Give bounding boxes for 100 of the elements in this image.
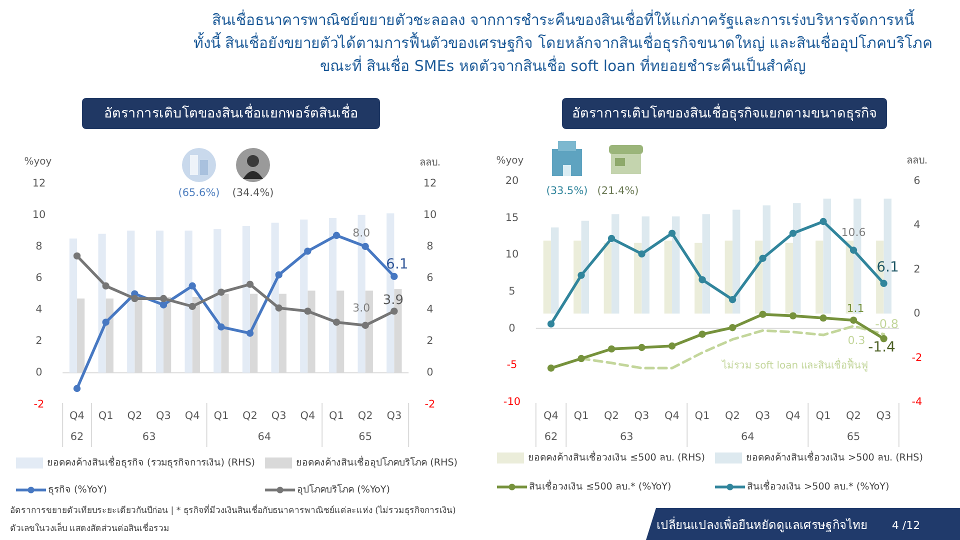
legend-label: สินเชื่อวงเงิน >500 ลบ.* (%YoY) [747, 480, 890, 492]
y-tick-label: 6 [36, 272, 43, 284]
point [73, 384, 81, 392]
legend-label: ยอดคงค้างสินเชื่อธุรกิจ (รวมธุรกิจการเงิน) (RHS) [47, 456, 256, 468]
x-tick-label: Q2 [604, 410, 619, 422]
point [608, 234, 616, 242]
y-tick-label: 10 [32, 208, 46, 221]
bar [300, 220, 308, 373]
bar [816, 240, 824, 314]
x-tick-label: Q1 [214, 410, 229, 422]
y-axis-title: %yoy [24, 156, 52, 168]
y-tick-label: 0 [508, 322, 516, 334]
legend-label: ยอดคงค้างสินเชื่อวงเงิน >500 ลบ. (RHS) [746, 450, 924, 464]
x-tick-label: Q4 [70, 410, 85, 422]
legend-label: ยอดคงค้างสินเชื่อวงเงิน ≤500 ลบ. (RHS) [528, 450, 706, 464]
bar [184, 230, 192, 373]
point [160, 294, 168, 302]
point [218, 288, 225, 296]
y-tick-label: -5 [506, 359, 518, 372]
bar [664, 240, 672, 314]
x-tick-label: Q4 [544, 410, 559, 422]
point [608, 345, 616, 353]
y-tick-label: 12 [32, 177, 46, 190]
point [188, 302, 196, 310]
point [218, 323, 225, 331]
bar [634, 242, 642, 314]
text: 65 [846, 431, 860, 443]
point [880, 280, 888, 287]
bar [127, 230, 135, 373]
bar [69, 238, 78, 373]
y-tick-label: -10 [503, 396, 521, 408]
text: 65 [358, 431, 372, 443]
point [789, 312, 797, 320]
bar [755, 240, 763, 314]
point [73, 252, 81, 260]
point [332, 232, 340, 239]
point [728, 324, 736, 332]
bar [702, 214, 710, 314]
bar [271, 222, 279, 373]
point [547, 320, 555, 328]
legend-label: ธุรกิจ (%YoY) [48, 484, 107, 496]
point [390, 272, 398, 280]
y2-tick-label: 6 [914, 175, 921, 187]
x-tick-label: Q4 [300, 410, 316, 422]
point [160, 301, 168, 308]
point [362, 322, 369, 329]
point [390, 308, 398, 315]
bar [724, 240, 733, 314]
y2-tick-label: 8 [426, 240, 434, 252]
data-label: 10.6 [841, 226, 866, 240]
y2-tick-label: 4 [426, 304, 434, 316]
point [638, 344, 646, 352]
y-tick-label: 5 [508, 286, 516, 298]
point [547, 364, 555, 372]
x-tick-label: Q3 [755, 410, 770, 422]
annotation: (65.6%) [178, 187, 220, 199]
point [638, 250, 646, 258]
y2-tick-label: 2 [426, 335, 434, 348]
text: อัตราการขยายตัวเทียบระยะเดียวกันปีก่อน | * ธุรกิจที่มีวงเงินสินเชื่อกับธนาคารพาณิชย์แต่ละแห่ง (ไม่รวมธุรกิจการเงิน) [10, 504, 456, 516]
x-tick-label: Q1 [98, 410, 114, 422]
y2-tick-label: 2 [914, 263, 920, 276]
point [304, 308, 312, 315]
y2-tick-label: 0 [914, 308, 920, 320]
text: 63 [620, 431, 634, 443]
bar [574, 240, 582, 314]
bar [156, 230, 164, 373]
y2-tick-label: 0 [426, 366, 434, 379]
x-tick-label: Q1 [329, 410, 344, 422]
bar [551, 227, 559, 314]
data-label: 3.0 [352, 301, 370, 314]
annotation: (33.5%) [546, 185, 588, 197]
legend-label: อุปโภคบริโภค (%YoY) [297, 484, 390, 496]
x-tick-label: Q2 [725, 410, 740, 422]
y2-axis-title: ลลบ. [906, 156, 928, 166]
x-tick-label: Q3 [634, 410, 650, 422]
text: 63 [142, 431, 156, 443]
y2-tick-label: -4 [912, 396, 923, 408]
point [578, 272, 585, 279]
text: 64 [740, 431, 755, 443]
text: 64 [258, 431, 272, 443]
bar [642, 216, 650, 314]
bar [328, 218, 337, 373]
x-tick-label: Q3 [271, 410, 286, 422]
point [578, 354, 585, 362]
text: ตัวเลขในวงเล็บ แสดงสัดส่วนต่อสินเชื่อรวม [10, 522, 170, 534]
point [188, 282, 196, 290]
text: 62 [544, 431, 558, 443]
legend-label: สินเชื่อวงเงิน ≤500 ลบ.* (%YoY) [529, 480, 672, 492]
data-label: 1.1 [846, 302, 864, 316]
y-tick-label: -2 [34, 398, 44, 410]
bar [581, 220, 589, 314]
bar [694, 242, 702, 314]
point [246, 280, 254, 288]
annotation: (34.4%) [232, 187, 274, 199]
x-tick-label: Q4 [786, 410, 801, 422]
bar [604, 242, 612, 314]
point [362, 242, 369, 250]
x-tick-label: Q3 [156, 410, 171, 422]
x-tick-label: Q3 [386, 410, 402, 422]
x-tick-label: Q1 [574, 410, 589, 422]
